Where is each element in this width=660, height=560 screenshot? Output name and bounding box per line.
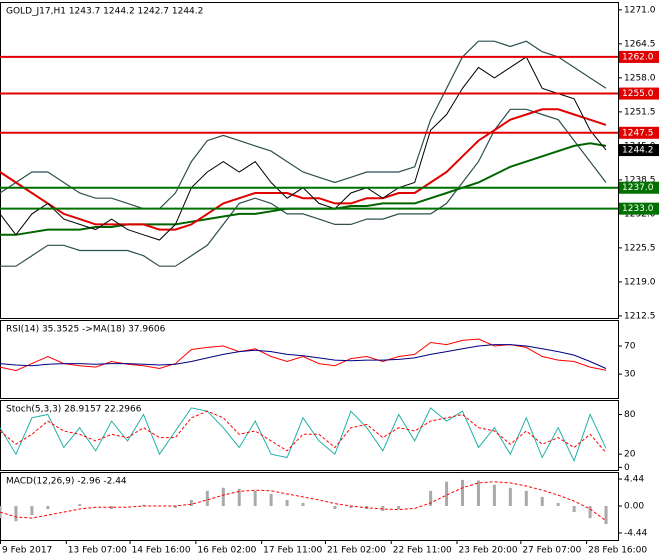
histogram-bar [221, 487, 225, 506]
histogram-bar [173, 506, 177, 508]
histogram-bar [205, 490, 209, 506]
histogram-bar [333, 506, 337, 510]
last-price-tag [619, 144, 659, 157]
level-tag [619, 50, 659, 63]
series-line [0, 407, 607, 463]
series-line [0, 56, 607, 241]
histogram-bar [110, 506, 114, 510]
series-line [0, 40, 607, 210]
histogram-bar [572, 506, 576, 513]
panel-frame [0, 320, 619, 399]
y-tick-label: 1219.0 [624, 277, 656, 287]
histogram-bar [588, 506, 592, 519]
histogram-bar [285, 499, 289, 506]
level-label: 1262.0 [622, 52, 654, 62]
level-tag [619, 87, 659, 100]
y-tick-label: 0.00 [624, 502, 644, 512]
series-line [0, 344, 607, 369]
level-tag [619, 126, 659, 139]
level-label: 1233.0 [622, 204, 654, 214]
panel-frame [0, 400, 619, 471]
panel-title: MACD(12,26,9) -2.96 -2.44 [6, 477, 127, 487]
x-tick-label: 16 Feb 02:00 [197, 546, 256, 556]
series-line [0, 108, 607, 231]
x-tick-label: 27 Feb 07:00 [522, 546, 581, 556]
panel-title: GOLD_J17,H1 1243.7 1244.2 1242.7 1244.2 [6, 7, 203, 17]
histogram-bar [476, 480, 480, 506]
histogram-bar [492, 484, 496, 506]
y-tick-label: 0 [624, 463, 630, 473]
histogram-bar [253, 490, 257, 506]
histogram-bar [301, 502, 305, 506]
x-tick-label: 22 Feb 11:00 [393, 546, 452, 556]
x-tick-label: 23 Feb 20:00 [459, 546, 518, 556]
histogram-bar [508, 487, 512, 506]
y-tick-label: 1212.5 [624, 311, 656, 321]
y-tick-label: 4.44 [624, 475, 644, 485]
y-tick-label: 20 [624, 450, 636, 460]
histogram-bar [461, 479, 465, 506]
panel-title: RSI(14) 35.3525 ->MA(18) 37.9606 [6, 325, 166, 335]
level-tag [619, 202, 659, 215]
histogram-bar [189, 499, 193, 506]
y-tick-label: 1225.5 [624, 243, 656, 253]
level-label: 1237.0 [622, 183, 654, 193]
histogram-bar [14, 506, 18, 522]
histogram-bar [397, 506, 401, 510]
series-line [0, 142, 607, 236]
y-tick-label: 1264.5 [624, 39, 656, 49]
y-tick-label: 70 [624, 342, 636, 352]
y-tick-label: 1271.0 [624, 5, 656, 15]
histogram-bar [237, 489, 241, 506]
histogram-bar [269, 493, 273, 506]
y-tick-label: 80 [624, 410, 636, 420]
y-tick-label: 1238.5 [624, 175, 656, 185]
histogram-bar [381, 506, 385, 511]
histogram-bar [556, 502, 560, 506]
last-price-label: 1244.2 [622, 146, 654, 156]
x-tick-label: 14 Feb 16:00 [132, 546, 191, 556]
histogram-bar [540, 496, 544, 506]
y-tick-label: 1251.5 [624, 107, 656, 117]
histogram-bar [46, 506, 50, 510]
series-line [0, 338, 607, 372]
panel-frame [0, 2, 619, 319]
level-tag [619, 181, 659, 194]
y-tick-label: -4.44 [624, 528, 648, 538]
histogram-bar [30, 506, 34, 516]
histogram-bar [429, 490, 433, 506]
histogram-bar [78, 504, 82, 506]
histogram-bar [604, 506, 608, 524]
histogram-bar [445, 481, 449, 506]
x-tick-label: 28 Feb 16:00 [588, 546, 647, 556]
panel-title: Stoch(5,3,3) 28.9157 22.2966 [6, 405, 142, 415]
histogram-bar [349, 506, 353, 508]
series-line [0, 481, 607, 522]
series-line [0, 108, 607, 267]
x-tick-label: 13 Feb 07:00 [68, 546, 127, 556]
series-line [0, 410, 607, 453]
histogram-bar [524, 490, 528, 506]
x-tick-label: 17 Feb 11:00 [263, 546, 322, 556]
level-label: 1255.0 [622, 89, 654, 99]
y-tick-label: 1258.0 [624, 73, 656, 83]
y-tick-label: 30 [624, 370, 636, 380]
histogram-bar [142, 504, 146, 506]
x-tick-label: 21 Feb 02:00 [327, 546, 386, 556]
x-tick-label: 9 Feb 2017 [2, 546, 52, 556]
level-label: 1247.5 [622, 128, 654, 138]
